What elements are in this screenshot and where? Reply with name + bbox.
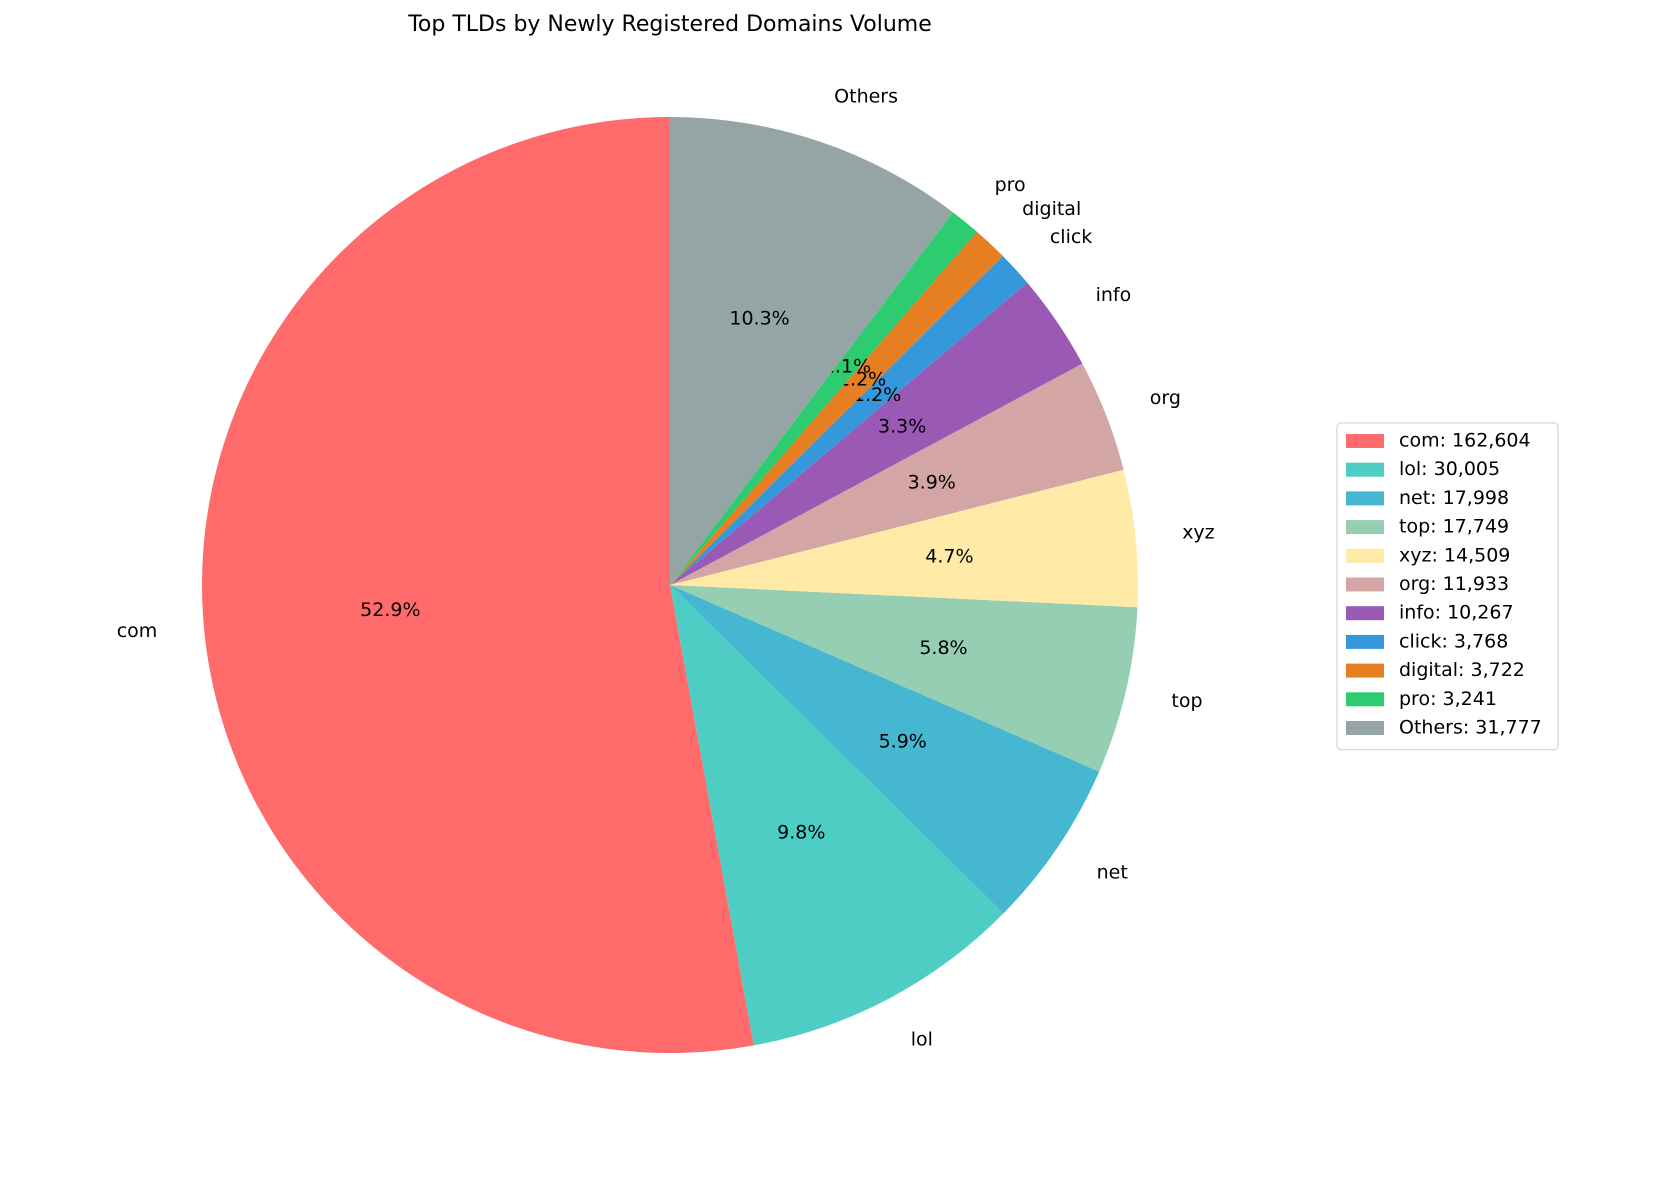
percent-label: 10.3%: [729, 307, 789, 329]
percent-label: 3.9%: [908, 472, 956, 494]
legend-label: lol: 30,005: [1399, 458, 1500, 480]
legend-label: org: 11,933: [1399, 573, 1509, 595]
pie-slice: [670, 585, 1100, 914]
legend-swatch: [1346, 548, 1384, 563]
slice-label: xyz: [1182, 522, 1214, 544]
slice-label: top: [1171, 690, 1202, 712]
legend-label: Others: 31,777: [1399, 717, 1542, 739]
legend-swatch: [1346, 663, 1384, 678]
pie-slice: [670, 469, 1138, 608]
slice-label: click: [1050, 226, 1092, 248]
percent-label: 3.3%: [878, 416, 926, 438]
pie-slice: [670, 585, 1004, 1046]
legend-label: digital: 3,722: [1399, 659, 1525, 681]
legend-label: com: 162,604: [1399, 430, 1531, 452]
legend-swatch: [1346, 491, 1384, 506]
slice-label: net: [1097, 862, 1128, 884]
percent-label: 4.7%: [925, 545, 973, 567]
slice-label: info: [1096, 284, 1132, 306]
pie-slice: [670, 256, 1028, 585]
pie-slice: [670, 363, 1124, 585]
legend-swatch: [1346, 606, 1384, 621]
slice-label: Others: [834, 86, 898, 108]
legend-label: info: 10,267: [1399, 602, 1514, 624]
percent-label: 9.8%: [777, 822, 825, 844]
pie-slice: [670, 117, 953, 585]
legend-swatch: [1346, 462, 1384, 477]
legend-swatch: [1346, 721, 1384, 735]
legend-swatch: [1346, 692, 1384, 707]
slice-label: digital: [1022, 198, 1081, 220]
pie-slice: [202, 117, 754, 1053]
legend-swatch: [1346, 520, 1384, 535]
legend-label: click: 3,768: [1399, 630, 1508, 652]
pie-slice: [670, 212, 977, 585]
percent-label: 5.8%: [919, 637, 967, 659]
slice-label: org: [1150, 387, 1181, 409]
percent-label: 52.9%: [360, 599, 420, 621]
legend-swatch: [1346, 577, 1384, 592]
chart-title: Top TLDs by Newly Registered Domains Vol…: [407, 12, 932, 37]
legend-label: pro: 3,241: [1399, 688, 1497, 710]
pie-slice: [670, 585, 1138, 772]
legend-label: net: 17,998: [1399, 487, 1509, 509]
pie-slice: [670, 231, 1003, 585]
legend-label: top: 17,749: [1399, 516, 1509, 538]
slice-label: com: [117, 620, 158, 642]
legend-box: [1336, 422, 1559, 751]
slice-label: pro: [995, 174, 1026, 196]
percent-label: 5.9%: [879, 731, 927, 753]
legend-swatch: [1346, 634, 1384, 649]
pie-slice: [670, 282, 1083, 585]
slice-label: lol: [911, 1029, 933, 1051]
legend-label: xyz: 14,509: [1399, 544, 1510, 566]
legend-swatch: [1346, 434, 1384, 448]
